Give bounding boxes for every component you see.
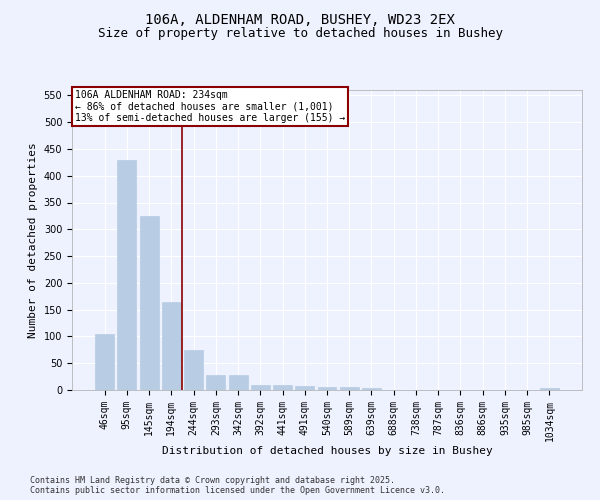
Bar bbox=[206, 375, 225, 390]
Y-axis label: Number of detached properties: Number of detached properties bbox=[28, 142, 38, 338]
Bar bbox=[140, 216, 158, 390]
Text: 106A, ALDENHAM ROAD, BUSHEY, WD23 2EX: 106A, ALDENHAM ROAD, BUSHEY, WD23 2EX bbox=[145, 12, 455, 26]
Bar bbox=[295, 386, 314, 390]
Bar bbox=[251, 384, 270, 390]
Text: Size of property relative to detached houses in Bushey: Size of property relative to detached ho… bbox=[97, 28, 503, 40]
Bar bbox=[317, 388, 337, 390]
Bar bbox=[184, 350, 203, 390]
Bar bbox=[362, 388, 381, 390]
Bar bbox=[95, 334, 114, 390]
Text: Contains HM Land Registry data © Crown copyright and database right 2025.
Contai: Contains HM Land Registry data © Crown c… bbox=[30, 476, 445, 495]
Bar bbox=[340, 388, 359, 390]
Bar bbox=[162, 302, 181, 390]
Bar bbox=[118, 160, 136, 390]
Bar bbox=[229, 375, 248, 390]
Bar bbox=[540, 388, 559, 390]
Bar bbox=[273, 384, 292, 390]
Text: 106A ALDENHAM ROAD: 234sqm
← 86% of detached houses are smaller (1,001)
13% of s: 106A ALDENHAM ROAD: 234sqm ← 86% of deta… bbox=[74, 90, 345, 123]
X-axis label: Distribution of detached houses by size in Bushey: Distribution of detached houses by size … bbox=[161, 446, 493, 456]
